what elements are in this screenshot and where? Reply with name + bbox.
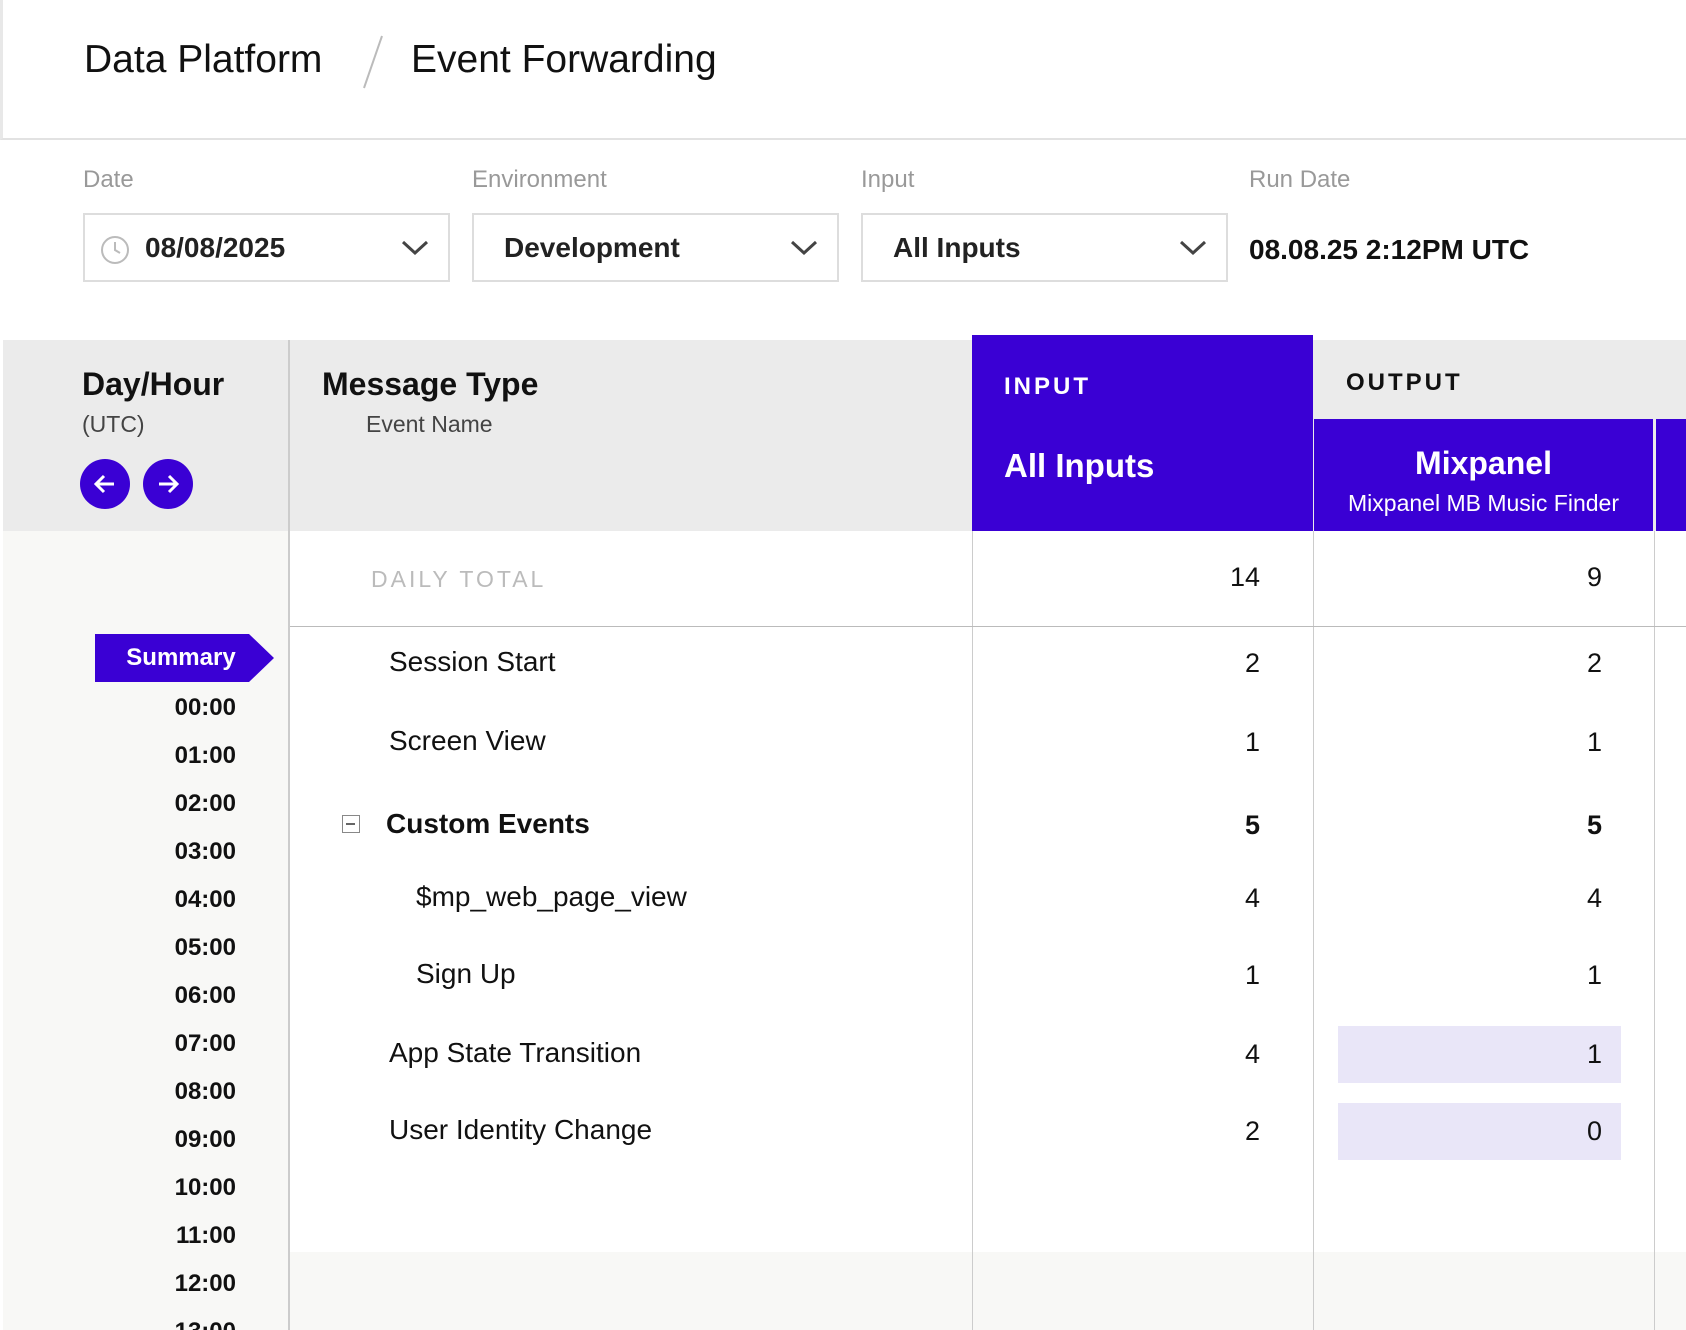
hour-label[interactable]: 01:00 (100, 742, 236, 770)
column-label: INPUT (1004, 373, 1091, 401)
cell-value: 1 (1340, 727, 1602, 758)
cell-value: 14 (1000, 562, 1260, 593)
chevron (1178, 237, 1208, 257)
event-name: Screen View (389, 725, 546, 757)
header-sub: Event Name (366, 411, 493, 438)
cell-value: 5 (1000, 810, 1260, 841)
col-divider (1654, 531, 1655, 1330)
column-sub: Mixpanel MB Music Finder (1314, 490, 1653, 517)
hour-label[interactable]: Summary (95, 644, 267, 672)
output-header-next (1656, 419, 1686, 531)
hour-label[interactable]: 13:00 (100, 1318, 236, 1330)
input-header (972, 335, 1313, 531)
hour-label[interactable]: 11:00 (100, 1222, 236, 1250)
event-name: Sign Up (416, 958, 516, 990)
dropdown-value: Development (504, 232, 680, 264)
chevron (400, 237, 430, 257)
hour-label[interactable]: 07:00 (100, 1030, 236, 1058)
cell-value: 9 (1340, 562, 1602, 593)
collapse-toggle[interactable] (342, 815, 360, 833)
cell-value: 2 (1000, 648, 1260, 679)
header-text: Message Type (322, 366, 538, 403)
hour-label[interactable]: 02:00 (100, 790, 236, 818)
cell-value: 4 (1000, 1039, 1260, 1070)
cell-value: 1 (1000, 727, 1260, 758)
nav-button[interactable] (0, 0, 300, 530)
hour-label[interactable]: 08:00 (100, 1078, 236, 1106)
col-divider (972, 531, 973, 1330)
cell-value: 2 (1000, 1116, 1260, 1147)
cell-value: 4 (1000, 883, 1260, 914)
hour-label[interactable]: 03:00 (100, 838, 236, 866)
event-name: User Identity Change (389, 1114, 652, 1146)
event-name: $mp_web_page_view (416, 881, 687, 913)
cell-value: 1 (1340, 960, 1602, 991)
cell-value: 2 (1340, 648, 1602, 679)
cell-value: 1 (1000, 960, 1260, 991)
hour-label[interactable]: 05:00 (100, 934, 236, 962)
cell-value: 5 (1340, 810, 1602, 841)
footer-band (290, 1252, 1686, 1330)
column-name: Mixpanel (1314, 445, 1653, 482)
event-name: App State Transition (389, 1037, 641, 1069)
hour-label[interactable]: 10:00 (100, 1174, 236, 1202)
cell-value: 4 (1340, 883, 1602, 914)
run-date: 08.08.25 2:12PM UTC (1249, 234, 1529, 266)
event-name: Custom Events (386, 808, 590, 840)
hour-label[interactable]: 12:00 (100, 1270, 236, 1298)
cell-value: 0 (1340, 1116, 1602, 1147)
column-name: All Inputs (1004, 447, 1154, 485)
col-divider (1313, 531, 1314, 1330)
row-divider (290, 626, 1686, 627)
event-name: Session Start (389, 646, 556, 678)
filter-label: Run Date (1249, 166, 1350, 194)
column-label: OUTPUT (1346, 369, 1463, 397)
breadcrumb: Event Forwarding (411, 38, 717, 82)
chevron (789, 237, 819, 257)
hour-label[interactable]: 09:00 (100, 1126, 236, 1154)
filter-label: Input (861, 166, 914, 194)
hour-label[interactable]: 00:00 (100, 694, 236, 722)
hour-label[interactable]: 06:00 (100, 982, 236, 1010)
daily-total-label: DAILY TOTAL (371, 566, 546, 593)
filter-label: Environment (472, 166, 607, 194)
separator (358, 34, 388, 90)
hour-label[interactable]: 04:00 (100, 886, 236, 914)
cell-value: 1 (1340, 1039, 1602, 1070)
dropdown-value: All Inputs (893, 232, 1021, 264)
